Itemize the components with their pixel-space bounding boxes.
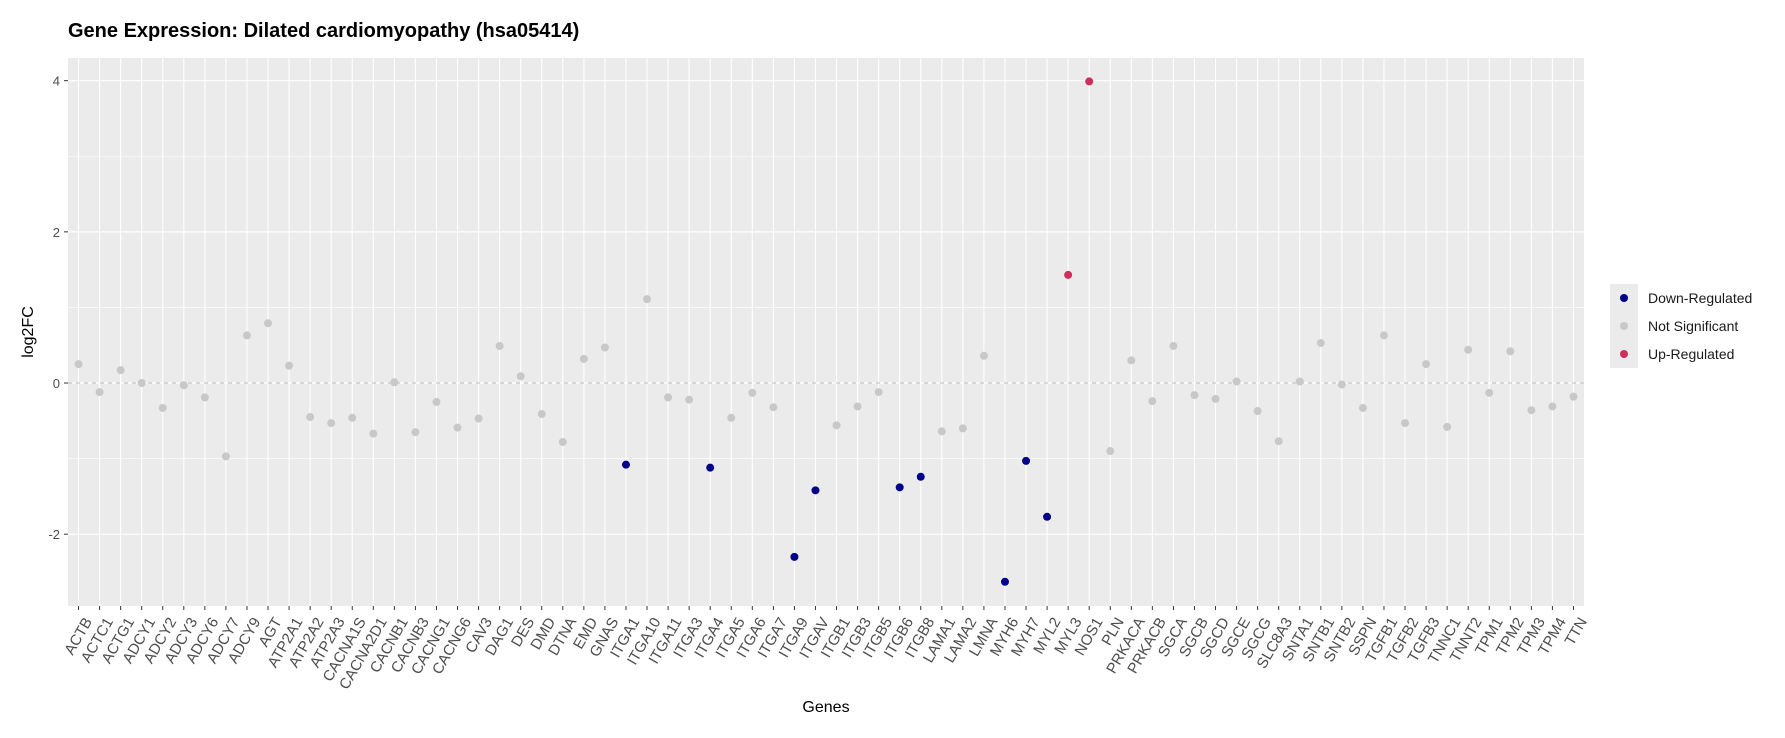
data-point-dmd: [537, 410, 546, 419]
data-point-atp2a1: [285, 361, 294, 370]
data-point-ttn: [1569, 392, 1578, 401]
data-point-myl2: [1043, 512, 1052, 521]
data-point-sgcd: [1211, 394, 1220, 403]
legend-key: [1610, 312, 1638, 340]
data-point-actc1: [95, 388, 104, 397]
data-point-dtna: [558, 437, 567, 446]
chart-title: Gene Expression: Dilated cardiomyopathy …: [68, 20, 580, 42]
data-point-gnas: [600, 343, 609, 352]
data-point-cacnb1: [390, 378, 399, 387]
y-tick-label: 4: [53, 74, 60, 89]
data-point-itga6: [748, 388, 757, 397]
data-point-itga9: [790, 552, 799, 561]
data-point-myh6: [1000, 577, 1009, 586]
y-tick-label: -2: [48, 527, 60, 542]
data-point-prkacb: [1148, 397, 1157, 406]
data-point-cacng1: [432, 397, 441, 406]
data-point-itgb8: [916, 472, 925, 481]
data-point-adcy1: [137, 379, 146, 388]
data-point-tpm3: [1527, 406, 1536, 415]
legend-label: Up-Regulated: [1648, 346, 1735, 362]
data-point-itgb3: [853, 402, 862, 411]
data-point-sntb2: [1337, 380, 1346, 389]
data-points: [74, 77, 1578, 586]
y-axis-label: log2FC: [20, 306, 37, 358]
data-point-itgb1: [832, 421, 841, 430]
data-point-slc8a3: [1274, 437, 1283, 446]
data-point-itga3: [685, 395, 694, 404]
data-point-prkaca: [1127, 356, 1136, 365]
data-point-sgca: [1169, 341, 1178, 350]
data-point-adcy6: [200, 393, 209, 402]
data-point-lama2: [958, 424, 967, 433]
data-point-tgfb3: [1422, 360, 1431, 369]
data-point-itga5: [727, 413, 736, 422]
data-point-atp2a3: [327, 419, 336, 428]
legend-dot-up-regulated: [1620, 350, 1628, 358]
y-axis-ticks: -2 0 2 4: [48, 74, 68, 542]
data-point-cacng6: [453, 423, 462, 432]
data-point-itgav: [811, 486, 820, 495]
y-tick-label: 0: [53, 376, 60, 391]
data-point-cacnb3: [411, 428, 420, 437]
data-point-tpm4: [1548, 402, 1557, 411]
data-point-sgcb: [1190, 391, 1199, 400]
data-point-tnnt2: [1464, 345, 1473, 354]
data-point-tpm1: [1485, 388, 1494, 397]
data-point-snta1: [1295, 377, 1304, 386]
data-point-tgfb1: [1379, 331, 1388, 340]
data-point-adcy2: [158, 403, 167, 412]
data-point-itga11: [664, 393, 673, 402]
legend-label: Not Significant: [1648, 318, 1739, 334]
data-point-actb: [74, 360, 83, 369]
data-point-sgce: [1232, 377, 1241, 386]
y-tick-label: 2: [53, 225, 60, 240]
data-point-pln: [1106, 447, 1115, 456]
data-point-lmna: [979, 351, 988, 360]
data-point-cacna1s: [348, 413, 357, 422]
data-point-emd: [579, 354, 588, 363]
data-point-agt: [264, 319, 273, 328]
data-point-itgb5: [874, 388, 883, 397]
legend-key: [1610, 340, 1638, 368]
data-point-adcy3: [179, 381, 188, 390]
data-point-itga7: [769, 403, 778, 412]
data-point-sntb1: [1316, 338, 1325, 347]
data-point-tpm2: [1506, 347, 1515, 356]
x-axis-label: Genes: [802, 699, 849, 716]
legend-label: Down-Regulated: [1648, 290, 1753, 306]
data-point-myh7: [1022, 456, 1031, 465]
data-point-sgcg: [1253, 406, 1262, 415]
data-point-itga1: [621, 460, 630, 469]
data-point-itga4: [706, 463, 715, 472]
data-point-lama1: [937, 427, 946, 436]
data-point-cacna2d1: [369, 429, 378, 438]
data-point-dag1: [495, 341, 504, 350]
data-point-adcy9: [242, 331, 251, 340]
grid-lines: [68, 58, 1584, 606]
data-point-sspn: [1358, 403, 1367, 412]
legend-dot-not-significant: [1620, 322, 1628, 330]
data-point-des: [516, 372, 525, 381]
data-point-atp2a2: [306, 413, 315, 422]
data-point-tnnc1: [1443, 422, 1452, 431]
data-point-nos1: [1085, 77, 1094, 86]
data-point-myl3: [1064, 270, 1073, 279]
x-axis-ticks: ACTBACTC1ACTG1ADCY1ADCY2ADCY3ADCY6ADCY7A…: [61, 606, 1591, 693]
plot-panel: [68, 58, 1584, 606]
data-point-actg1: [116, 366, 125, 375]
legend-dot-down-regulated: [1620, 294, 1628, 302]
data-point-adcy7: [221, 452, 230, 461]
data-point-itgb6: [895, 483, 904, 492]
data-point-tgfb2: [1401, 419, 1410, 428]
x-tick-label: TTN: [1562, 615, 1591, 649]
data-point-cav3: [474, 414, 483, 423]
legend-key: [1610, 284, 1638, 312]
data-point-itga10: [643, 295, 652, 304]
